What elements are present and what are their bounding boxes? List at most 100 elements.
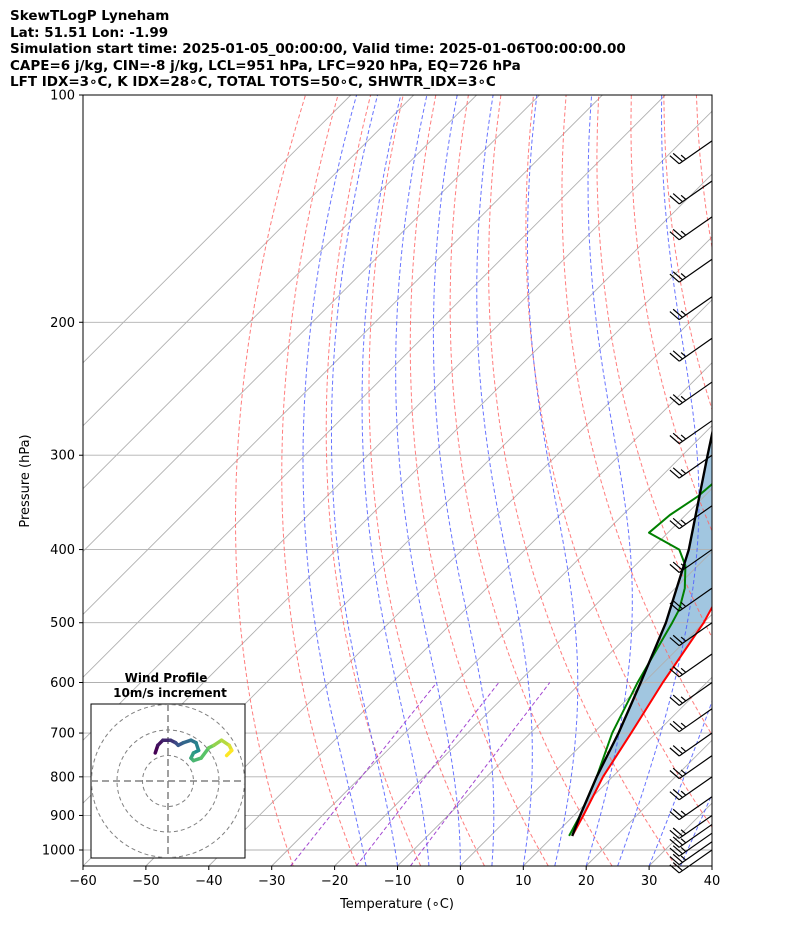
hodograph-title: Wind Profile	[125, 671, 208, 685]
simulation-times: Simulation start time: 2025-01-05_00:00:…	[10, 41, 626, 57]
chart-header: SkewTLogP Lyneham Lat: 51.51 Lon: -1.99 …	[10, 8, 626, 91]
y-tick-label: 800	[50, 770, 75, 785]
stability-indices-2: LFT IDX=3∘C, K IDX=28∘C, TOTAL TOTS=50∘C…	[10, 74, 496, 90]
wind-barb	[669, 505, 713, 530]
wind-barb	[669, 622, 713, 647]
x-tick-label: −50	[132, 874, 159, 889]
isotherm-line	[83, 95, 352, 364]
wind-barb	[669, 776, 713, 801]
x-tick-label: 10	[515, 874, 532, 889]
moist-adiabat-line	[395, 95, 461, 866]
wind-barb	[669, 381, 713, 406]
x-tick-label: 20	[578, 874, 595, 889]
moist-adiabat-line	[711, 864, 712, 866]
moist-adiabat-line	[331, 95, 398, 866]
wind-barb	[669, 832, 713, 857]
wind-barb	[669, 296, 713, 321]
dry-adiabat-line	[235, 95, 306, 866]
wind-barb	[669, 823, 713, 848]
dry-adiabat-line	[525, 95, 712, 828]
hodograph-subtitle: 10m/s increment	[113, 686, 227, 700]
hodograph-inset: Wind Profile 10m/s increment	[90, 671, 246, 859]
wind-barb	[669, 841, 713, 866]
x-axis-label: Temperature (∘C)	[339, 897, 454, 912]
station-location: Lat: 51.51 Lon: -1.99	[10, 24, 169, 41]
dry-adiabat-line	[325, 95, 422, 866]
x-tick-label: −20	[321, 874, 348, 889]
moist-adiabat-line	[585, 95, 633, 866]
cape-cin-shading	[572, 434, 712, 836]
y-tick-label: 1000	[42, 844, 75, 859]
dry-adiabat-line	[762, 95, 794, 866]
wind-barb	[669, 180, 713, 205]
wind-barb	[669, 653, 713, 678]
x-tick-label: −40	[195, 874, 222, 889]
wind-barb	[669, 814, 713, 839]
wind-barb	[669, 337, 713, 362]
moist-adiabat-line	[744, 95, 794, 866]
moist-adiabat-line	[432, 95, 495, 866]
y-tick-label: 900	[50, 809, 75, 824]
wind-barb	[669, 682, 713, 706]
isotherm-line	[145, 299, 712, 866]
x-tick-label: −60	[69, 874, 96, 889]
x-tick-label: 0	[456, 874, 464, 889]
hodograph-segment	[224, 748, 234, 758]
isotherm-line	[83, 95, 540, 553]
temperature-line	[571, 605, 712, 837]
mixing-ratio-line	[409, 682, 551, 866]
x-tick-label: −10	[384, 874, 411, 889]
moist-adiabat-line	[527, 95, 579, 866]
wind-barb	[669, 549, 713, 573]
moist-adiabat-line	[680, 793, 712, 866]
isotherm-line	[83, 95, 666, 678]
wind-barb	[669, 755, 713, 780]
isotherm-line	[83, 110, 712, 741]
wind-barb	[669, 140, 713, 165]
isotherm-line	[83, 95, 603, 616]
mixing-ratio-line	[355, 682, 500, 866]
hodograph-segment	[199, 746, 211, 760]
moist-adiabat-line	[361, 95, 430, 866]
isotherm-line	[83, 95, 477, 490]
dry-adiabat-line	[630, 95, 712, 533]
chart-title: SkewTLogP Lyneham	[10, 8, 170, 24]
moist-adiabat-line	[617, 95, 700, 866]
wind-barb	[669, 732, 713, 757]
isotherm-line	[460, 613, 712, 866]
isotherm-line	[522, 676, 712, 866]
y-tick-label: 200	[50, 316, 75, 331]
wind-barb	[669, 258, 713, 283]
moist-adiabat-line	[302, 95, 367, 866]
dry-adiabat-line	[281, 95, 358, 866]
y-tick-label: 400	[50, 543, 75, 558]
moist-adiabat-line	[476, 95, 533, 866]
dry-adiabat-line	[368, 95, 485, 866]
y-axis-label: Pressure (hPa)	[18, 434, 33, 527]
cape-area	[572, 434, 712, 836]
y-tick-label: 100	[50, 89, 75, 104]
y-tick-label: 300	[50, 449, 75, 464]
wind-barb	[669, 216, 713, 241]
mixing-ratio-line	[290, 682, 438, 866]
wind-barb	[669, 796, 713, 821]
profile-lines	[568, 428, 712, 837]
isotherm-line	[711, 865, 712, 866]
x-tick-label: −30	[258, 874, 285, 889]
wind-barb	[669, 708, 713, 733]
x-tick-label: 40	[704, 874, 721, 889]
y-tick-label: 600	[50, 676, 75, 691]
hodograph-body	[91, 704, 245, 858]
dry-adiabat-line	[409, 95, 549, 866]
y-tick-label: 700	[50, 727, 75, 742]
stability-indices-1: CAPE=6 j/kg, CIN=-8 j/kg, LCL=951 hPa, L…	[10, 57, 521, 74]
parcel-path-line	[571, 428, 712, 837]
y-tick-label: 500	[50, 616, 75, 631]
isotherm-line	[83, 95, 415, 427]
isotherm-line	[271, 425, 712, 866]
x-tick-label: 30	[641, 874, 658, 889]
wind-barb	[669, 420, 713, 445]
wind-barbs	[669, 140, 713, 874]
isotherm-line	[397, 550, 712, 866]
